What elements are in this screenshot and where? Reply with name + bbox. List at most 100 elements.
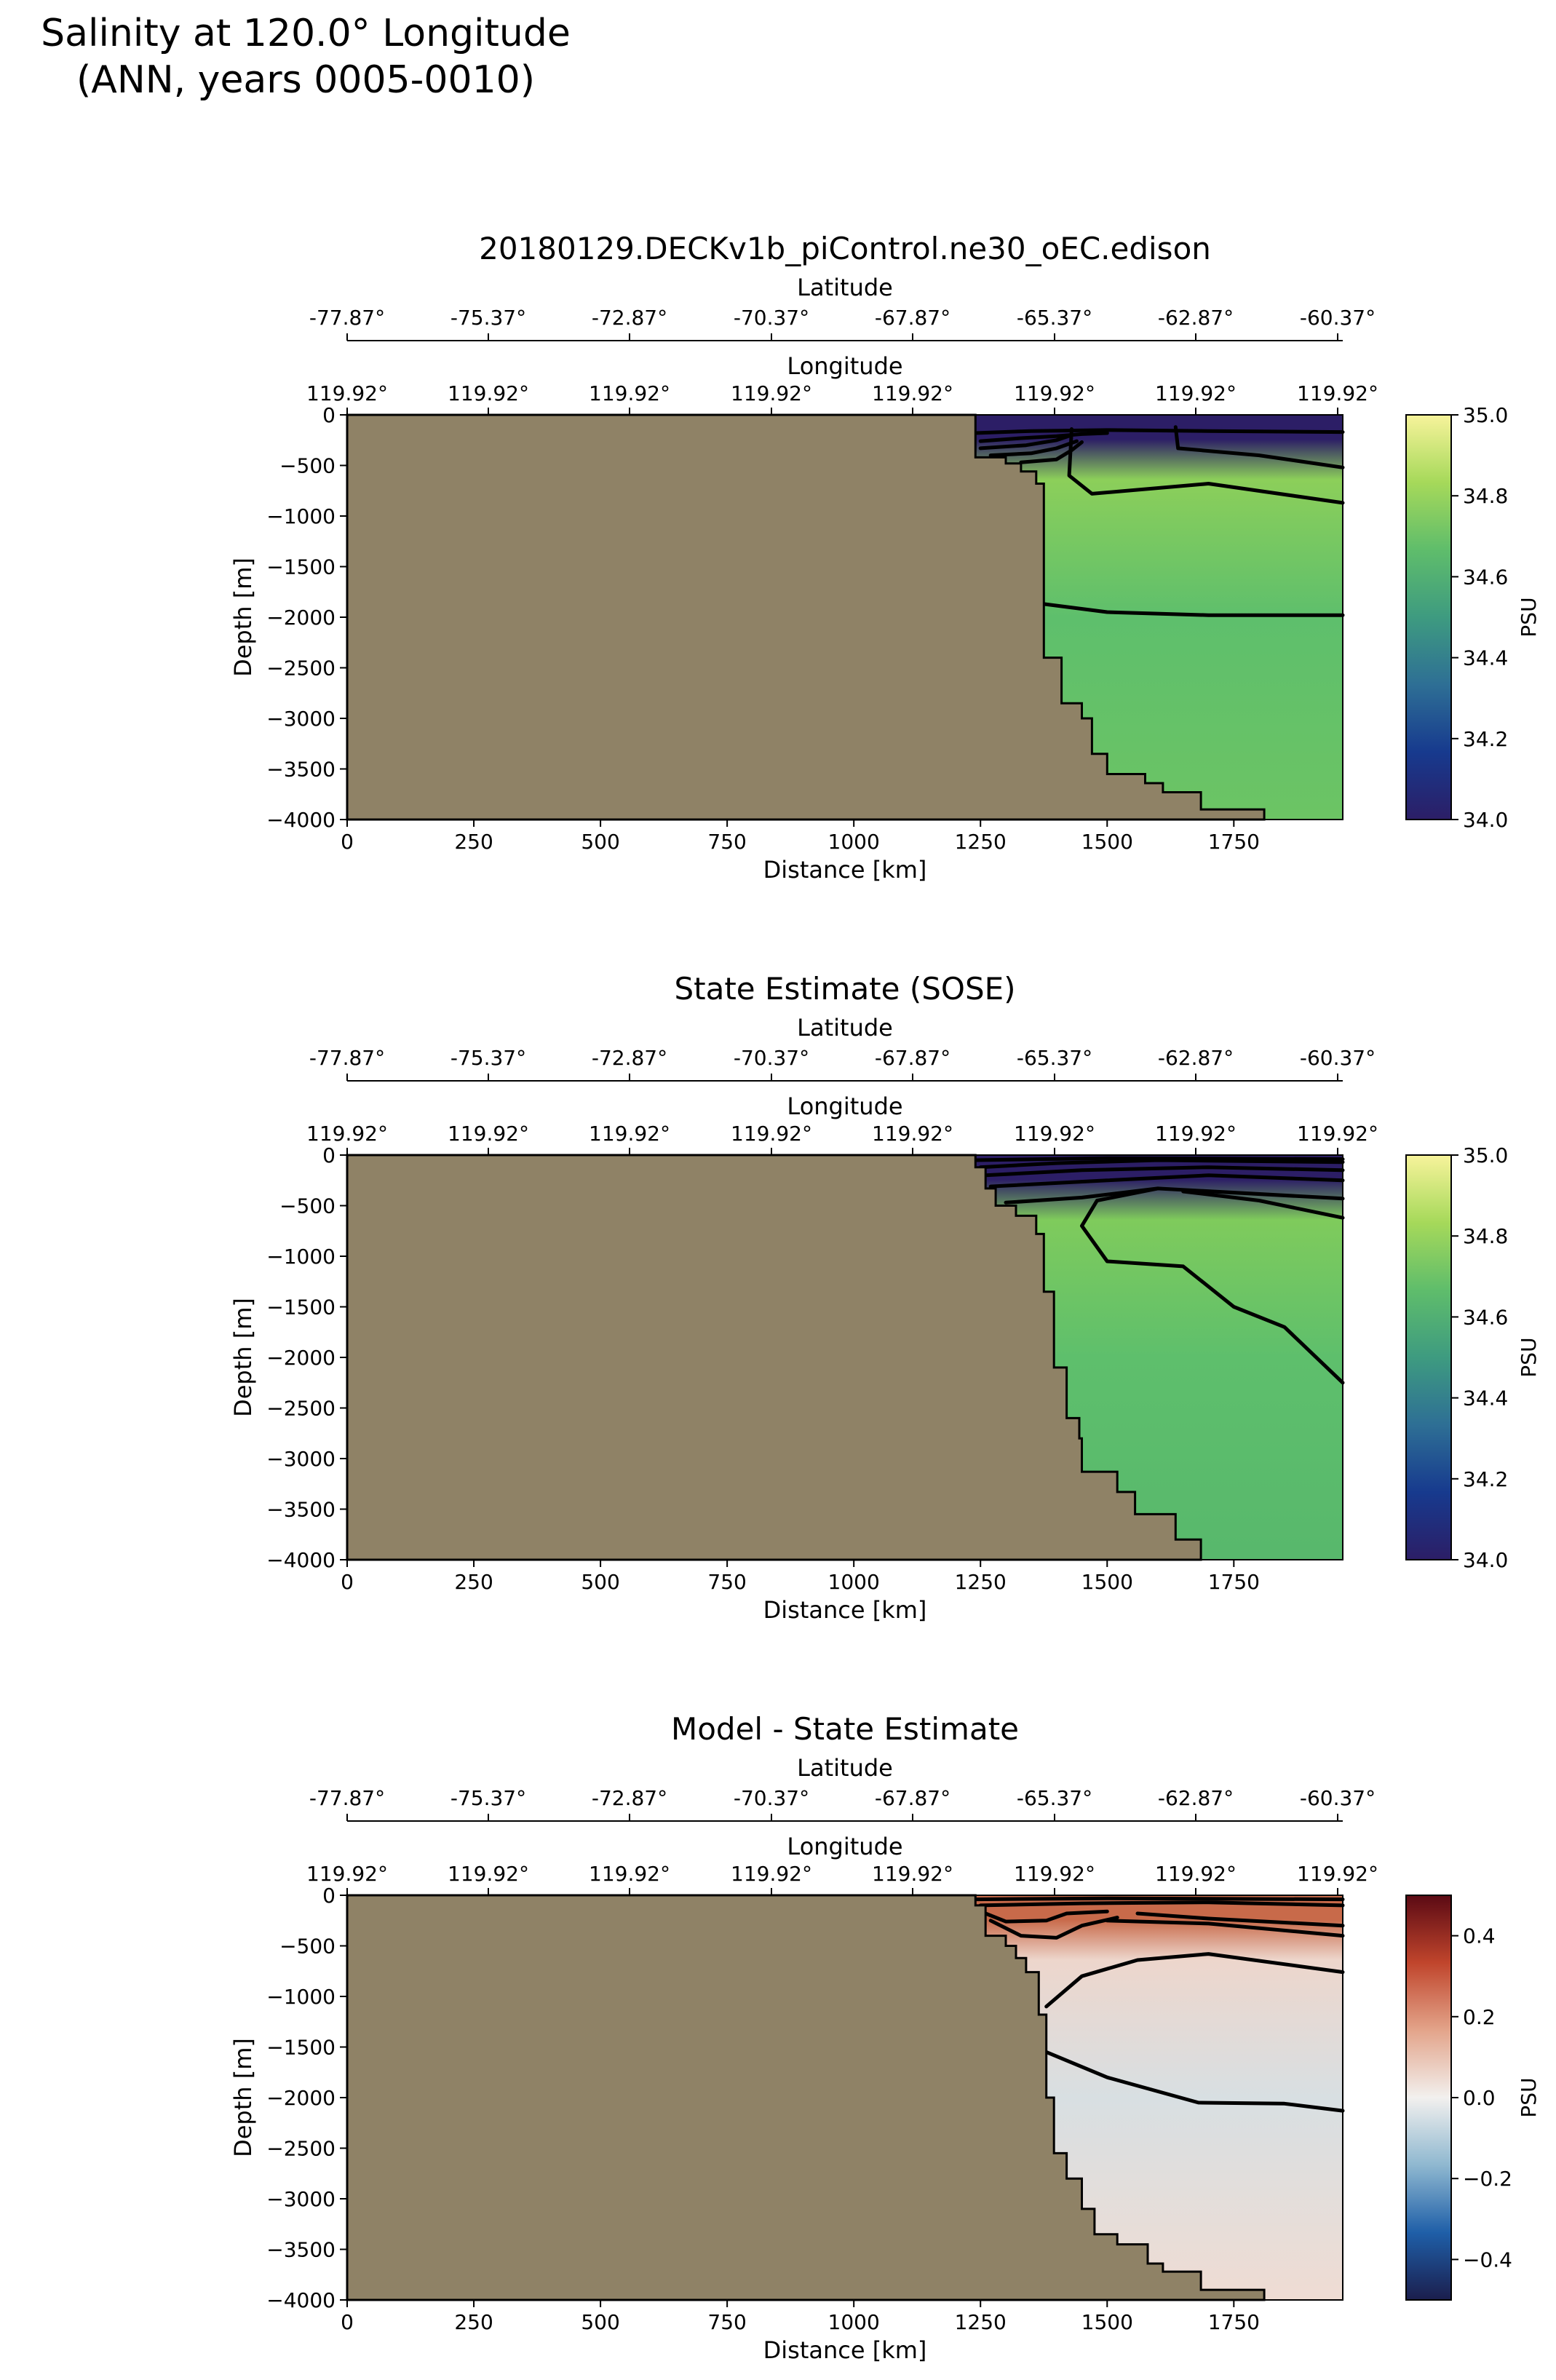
longitude-tick-label: 119.92° bbox=[1155, 1122, 1237, 1146]
x-tick-label: 750 bbox=[707, 2310, 746, 2334]
longitude-tick-label: 119.92° bbox=[872, 1122, 953, 1146]
contour-line bbox=[1135, 1911, 1345, 1928]
y-tick-label: −4000 bbox=[266, 2288, 336, 2312]
colorbar-tick-label: 35.0 bbox=[1463, 1143, 1508, 1167]
x-axis-label: Distance [km] bbox=[763, 856, 927, 884]
latitude-tick-label: -72.87° bbox=[592, 1786, 667, 1810]
land-mask bbox=[346, 1154, 1202, 1561]
y-tick-label: −500 bbox=[279, 454, 336, 478]
x-tick-label: 1250 bbox=[955, 830, 1007, 854]
longitude-tick-label: 119.92° bbox=[589, 1862, 670, 1886]
longitude-tick-label: 119.92° bbox=[1297, 1862, 1378, 1886]
x-tick-label: 1250 bbox=[955, 2310, 1007, 2334]
x-tick-label: 0 bbox=[341, 2310, 354, 2334]
longitude-tick-label: 119.92° bbox=[589, 381, 670, 405]
y-tick-label: −3000 bbox=[266, 1447, 336, 1471]
x-tick-label: 1000 bbox=[828, 830, 880, 854]
y-tick-label: −2500 bbox=[266, 657, 336, 681]
contour-line bbox=[1044, 1952, 1345, 2009]
latitude-tick-label: -67.87° bbox=[875, 1046, 950, 1070]
contour-line bbox=[978, 431, 1109, 443]
y-tick-label: −1000 bbox=[266, 504, 336, 528]
colorbar-tick-label: 34.2 bbox=[1463, 1467, 1508, 1491]
longitude-tick-label: 119.92° bbox=[448, 1862, 529, 1886]
longitude-tick-label: 119.92° bbox=[1297, 1122, 1378, 1146]
y-axis-label: Depth [m] bbox=[229, 2038, 257, 2157]
longitude-label: Longitude bbox=[787, 1833, 902, 1860]
y-tick-label: −1500 bbox=[266, 1296, 336, 1320]
panel-1: 20180129.DECKv1b_piControl.ne30_oEC.edis… bbox=[229, 231, 1541, 884]
y-tick-label: 0 bbox=[322, 1884, 336, 1908]
contour-line bbox=[988, 439, 1079, 458]
x-axis-label: Distance [km] bbox=[763, 1596, 927, 1624]
longitude-tick-label: 119.92° bbox=[306, 1122, 388, 1146]
contour-line bbox=[973, 428, 1345, 435]
colorbar-tick-label: 34.2 bbox=[1463, 727, 1508, 751]
contour-line bbox=[978, 433, 1073, 451]
colorbar-label: PSU bbox=[1517, 2077, 1541, 2117]
x-tick-label: 0 bbox=[341, 830, 354, 854]
colorbar bbox=[1405, 414, 1452, 820]
x-tick-label: 750 bbox=[707, 830, 746, 854]
x-tick-label: 1750 bbox=[1208, 1570, 1260, 1594]
latitude-tick-label: -75.37° bbox=[450, 306, 526, 330]
latitude-tick-label: -70.37° bbox=[734, 306, 809, 330]
x-axis-label: Distance [km] bbox=[763, 2336, 927, 2364]
longitude-tick-label: 119.92° bbox=[731, 381, 812, 405]
contour-line bbox=[1173, 425, 1345, 469]
y-tick-label: −4000 bbox=[266, 1548, 336, 1572]
contour-line bbox=[1105, 1919, 1345, 1938]
latitude-label: Latitude bbox=[797, 274, 893, 301]
colorbar-tick-label: 34.4 bbox=[1463, 1387, 1508, 1411]
longitude-tick-label: 119.92° bbox=[1155, 381, 1237, 405]
y-tick-label: −3000 bbox=[266, 2187, 336, 2211]
longitude-tick-label: 119.92° bbox=[589, 1122, 670, 1146]
y-tick-label: 0 bbox=[322, 403, 336, 427]
latitude-tick-label: -75.37° bbox=[450, 1046, 526, 1070]
y-tick-label: −1500 bbox=[266, 2036, 336, 2060]
contour-line bbox=[983, 1165, 1345, 1178]
panel-3: Model - State Estimate Latitude -77.87° -75… bbox=[229, 1711, 1541, 2364]
latitude-tick-label: -77.87° bbox=[309, 306, 385, 330]
longitude-tick-label: 119.92° bbox=[731, 1862, 812, 1886]
latitude-label: Latitude bbox=[797, 1754, 893, 1782]
longitude-tick-label: 119.92° bbox=[306, 381, 388, 405]
longitude-tick-label: 119.92° bbox=[1014, 1122, 1095, 1146]
y-tick-label: −3500 bbox=[266, 1498, 336, 1522]
y-tick-label: −3500 bbox=[266, 758, 336, 782]
y-tick-label: −2000 bbox=[266, 2086, 336, 2110]
x-tick-label: 1750 bbox=[1208, 2310, 1260, 2334]
contour-line bbox=[1019, 440, 1084, 464]
figure-title: Salinity at 120.0° Longitude (ANN, years… bbox=[15, 10, 597, 103]
x-tick-label: 0 bbox=[341, 1570, 354, 1594]
land-mask bbox=[346, 413, 1266, 821]
latitude-tick-label: -65.37° bbox=[1017, 1046, 1092, 1070]
colorbar-tick-label: 34.0 bbox=[1463, 1548, 1508, 1572]
latitude-tick-label: -60.37° bbox=[1300, 1786, 1376, 1810]
latitude-tick-label: -77.87° bbox=[309, 1046, 385, 1070]
colorbar-label: PSU bbox=[1517, 597, 1541, 637]
panel-title: 20180129.DECKv1b_piControl.ne30_oEC.edis… bbox=[479, 231, 1211, 266]
x-tick-label: 1000 bbox=[828, 2310, 880, 2334]
latitude-tick-label: -60.37° bbox=[1300, 1046, 1376, 1070]
longitude-tick-label: 119.92° bbox=[1014, 1862, 1095, 1886]
longitude-label: Longitude bbox=[787, 1092, 902, 1120]
latitude-tick-label: -72.87° bbox=[592, 1046, 667, 1070]
y-tick-label: −2000 bbox=[266, 606, 336, 630]
colorbar-tick-label: 34.8 bbox=[1463, 484, 1508, 508]
x-tick-label: 1500 bbox=[1081, 830, 1133, 854]
y-tick-label: 0 bbox=[322, 1143, 336, 1167]
longitude-tick-label: 119.92° bbox=[731, 1122, 812, 1146]
x-tick-label: 250 bbox=[454, 830, 493, 854]
x-tick-label: 750 bbox=[707, 1570, 746, 1594]
contour-line bbox=[978, 1158, 1345, 1170]
longitude-tick-label: 119.92° bbox=[306, 1862, 388, 1886]
panel-2: State Estimate (SOSE) Latitude -77.87° -75.… bbox=[229, 971, 1541, 1624]
latitude-tick-label: -72.87° bbox=[592, 306, 667, 330]
latitude-tick-label: -77.87° bbox=[309, 1786, 385, 1810]
colorbar-tick-label: 35.0 bbox=[1463, 403, 1508, 427]
contour-line bbox=[973, 1896, 1345, 1902]
longitude-label: Longitude bbox=[787, 352, 902, 380]
y-tick-label: −3500 bbox=[266, 2238, 336, 2262]
land-mask bbox=[346, 1894, 1266, 2301]
